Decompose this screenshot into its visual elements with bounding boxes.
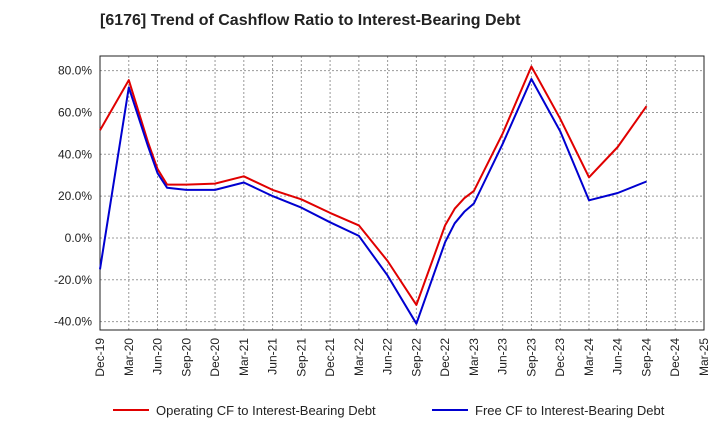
legend-label-2: Free CF to Interest-Bearing Debt <box>475 403 665 418</box>
y-tick-label: -20.0% <box>54 273 92 287</box>
x-tick-label: Jun-21 <box>266 338 280 375</box>
series-line-1 <box>99 65 648 306</box>
axis-labels: -40.0% -20.0% 0.0% 20.0% 40.0% 60.0% 80.0% Dec-… <box>54 64 711 377</box>
legend-label-1: Operating CF to Interest-Bearing Debt <box>156 403 376 418</box>
x-tick-label: Sep-24 <box>639 338 653 377</box>
y-tick-label: -40.0% <box>54 315 92 329</box>
x-tick-label: Jun-24 <box>611 338 625 375</box>
legend: Operating CF to Interest-Bearing Debt Fre… <box>113 403 665 418</box>
y-tick-label: 20.0% <box>58 189 92 203</box>
plot-area-border <box>99 55 705 331</box>
x-tick-label: Jun-23 <box>496 338 510 375</box>
x-tick-label: Dec-20 <box>208 338 222 377</box>
x-tick-label: Dec-21 <box>323 338 337 377</box>
y-tick-label: 0.0% <box>65 231 93 245</box>
x-tick-label: Dec-23 <box>553 338 567 377</box>
x-tick-label: Mar-24 <box>582 338 596 376</box>
x-tick-label: Dec-24 <box>668 338 682 377</box>
x-tick-label: Jun-20 <box>151 338 165 375</box>
y-tick-label: 60.0% <box>58 105 92 119</box>
x-tick-label: Mar-20 <box>122 338 136 376</box>
x-tick-label: Mar-25 <box>697 338 711 376</box>
x-tick-label: Dec-19 <box>93 338 107 377</box>
x-tick-label: Dec-22 <box>438 338 452 377</box>
x-tick-label: Mar-22 <box>352 338 366 376</box>
x-tick-label: Sep-21 <box>294 338 308 377</box>
x-tick-label: Sep-20 <box>179 338 193 377</box>
x-tick-label: Mar-23 <box>467 338 481 376</box>
y-tick-label: 80.0% <box>58 64 92 78</box>
x-tick-label: Mar-21 <box>237 338 251 376</box>
series-lines <box>99 65 648 325</box>
grid-lines <box>99 56 705 330</box>
x-tick-label: Sep-23 <box>524 338 538 377</box>
x-tick-label: Sep-22 <box>409 338 423 377</box>
x-tick-label: Jun-22 <box>381 338 395 375</box>
chart-title: [6176] Trend of Cashflow Ratio to Intere… <box>100 12 521 29</box>
series-line-2 <box>99 78 647 325</box>
y-tick-label: 40.0% <box>58 147 92 161</box>
